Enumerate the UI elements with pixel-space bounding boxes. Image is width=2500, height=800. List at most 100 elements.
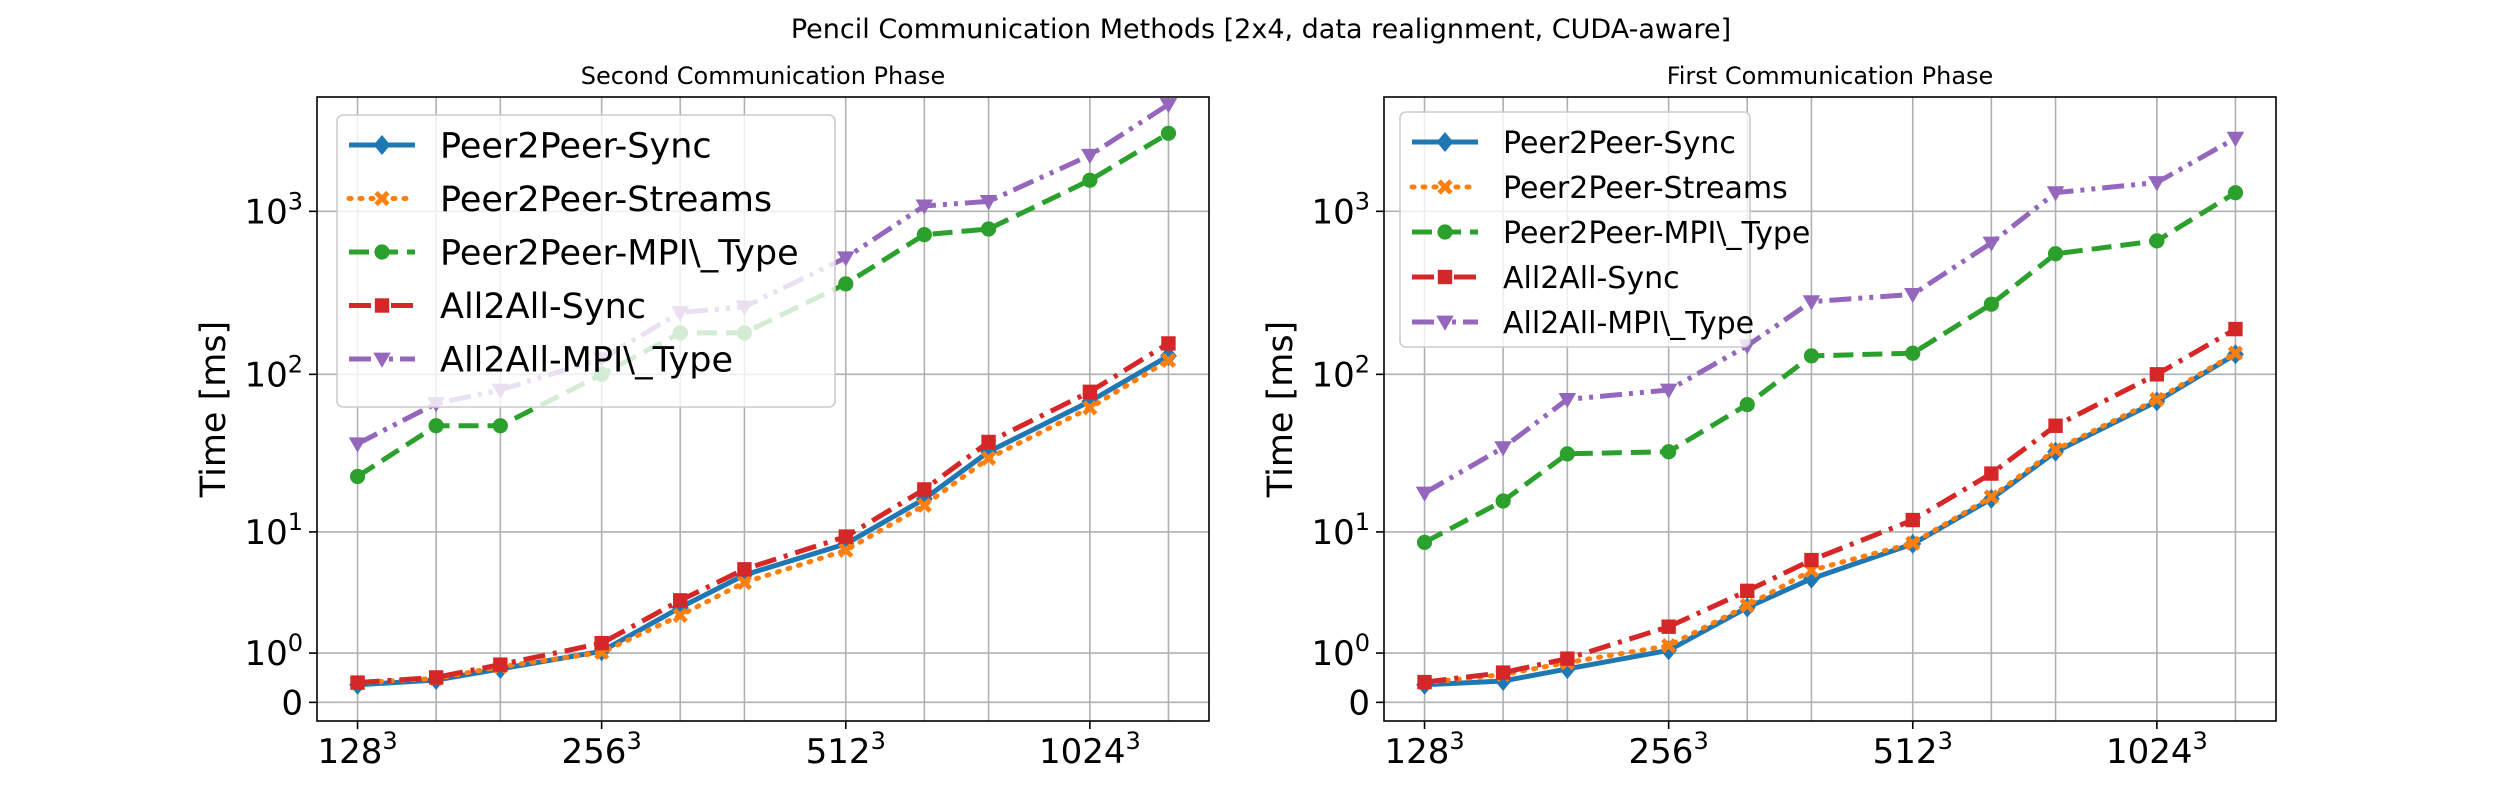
plot-area-frame [1383, 96, 2277, 722]
x-tick-label: 1283 [317, 727, 397, 772]
data-point [2048, 442, 2064, 458]
data-point [1905, 535, 1921, 551]
data-point [1082, 400, 1098, 416]
data-point [980, 221, 997, 237]
data-point [1082, 384, 1098, 400]
data-point [737, 562, 752, 577]
x-tick-label: 5123 [1873, 727, 1953, 772]
legend-label: Peer2Peer-MPI\_Type [1503, 216, 1810, 251]
y-tick-label: 0 [1348, 683, 1370, 723]
y-tick-label: 100 [1311, 629, 1370, 674]
x-tick-label: 1283 [1384, 727, 1464, 772]
legend-item-all2all-mpi-type: All2All-MPI\_Type [1412, 306, 1754, 341]
data-point [1161, 336, 1176, 351]
y-tick-label: 0 [281, 683, 303, 723]
data-point [917, 482, 932, 497]
data-point [1661, 444, 1677, 460]
data-point [1905, 345, 1921, 361]
data-point [2149, 367, 2165, 382]
data-point [1659, 383, 1678, 399]
data-point [2149, 233, 2165, 249]
chart-title: First Communication Phase [1667, 62, 1994, 90]
data-point [1983, 296, 1999, 312]
data-point [2228, 321, 2243, 337]
data-point [1739, 598, 1755, 614]
plot-area-frame [316, 96, 1210, 722]
series-all2all-sync [350, 336, 1176, 690]
data-point [1803, 348, 1820, 364]
y-tick-label: 100 [244, 629, 303, 674]
legend-marker [374, 190, 390, 207]
data-point [1560, 651, 1575, 666]
data-point [1417, 674, 1432, 690]
data-point [1416, 534, 1433, 550]
data-point [1559, 446, 1575, 462]
legend-item-all2all-sync: All2All-Sync [1412, 261, 1680, 296]
legend-marker [373, 352, 391, 368]
data-point [981, 450, 997, 466]
data-point [838, 276, 854, 292]
x-tick-label: 2563 [1629, 727, 1709, 772]
data-point [594, 635, 609, 651]
legend-label: Peer2Peer-MPI\_Type [440, 234, 799, 274]
data-point [493, 657, 508, 672]
legend-item-all2all-sync: All2All-Sync [349, 287, 646, 327]
legend-item-peer2peer-streams: Peer2Peer-Streams [346, 180, 772, 220]
legend-marker [1437, 224, 1453, 240]
data-point [916, 497, 932, 513]
data-point [2227, 345, 2244, 361]
data-point [1982, 236, 2001, 252]
legend-label: All2All-MPI\_Type [440, 341, 733, 381]
data-point [836, 251, 855, 267]
data-point [1804, 552, 1819, 568]
legend-marker [1436, 132, 1454, 152]
data-point [1983, 489, 1999, 505]
data-point [981, 434, 996, 450]
y-axis-label: Time [ms] [194, 321, 234, 498]
x-tick-label: 5123 [806, 727, 886, 772]
legend-marker [1436, 315, 1454, 331]
y-tick-label: 103 [1311, 187, 1370, 232]
data-point [1739, 396, 1755, 413]
chart-second-communication-phase: 1283 2563 5123 10243 0 100 101 102 103 Time [ms] S… [194, 62, 1210, 772]
legend: Peer2Peer-Sync Peer2Peer-Streams Peer2Peer… [1399, 111, 1810, 348]
y-tick-label: 102 [1311, 350, 1370, 395]
x-tick-label: 10243 [1039, 727, 1141, 772]
data-point [2048, 418, 2063, 433]
x-tick-label: 10243 [2106, 727, 2208, 772]
data-point [1495, 493, 1511, 509]
legend-label: All2All-Sync [1503, 261, 1680, 296]
series-peer2peer-sync [1416, 344, 2244, 695]
legend-frame [336, 114, 836, 408]
legend-marker [1437, 269, 1453, 285]
legend-label: Peer2Peer-Sync [1503, 126, 1736, 161]
data-point [1661, 619, 1676, 634]
legend: Peer2Peer-Sync Peer2Peer-Streams Peer2Peer… [336, 114, 836, 408]
legend-label: All2All-MPI\_Type [1503, 306, 1754, 341]
data-point [1081, 148, 1099, 165]
chart-first-communication-phase: 1283 2563 5123 10243 0 100 101 102 103 Time [ms] F… [1261, 62, 2277, 772]
data-point [2047, 246, 2064, 262]
data-point [1802, 295, 1821, 311]
legend-item-all2all-mpi-type: All2All-MPI\_Type [349, 341, 733, 381]
series-all2all-mpi-type [1415, 131, 2245, 502]
series-all2all-sync [1417, 321, 2243, 690]
data-point [1558, 392, 1577, 409]
series-line [1424, 326, 2237, 685]
legend-marker [374, 244, 390, 260]
data-point [838, 542, 854, 558]
data-point [1905, 512, 1920, 528]
data-point [348, 437, 367, 453]
legend-label: Peer2Peer-Sync [440, 127, 712, 167]
data-point [1984, 466, 1999, 481]
figure-title: Pencil Communication Methods [2x4, data … [791, 14, 1731, 45]
data-point [1415, 486, 1434, 502]
data-point [428, 418, 444, 434]
y-tick-label: 102 [244, 350, 303, 395]
legend-label: All2All-Sync [440, 287, 646, 327]
data-point [1661, 638, 1677, 654]
data-point [349, 468, 366, 485]
data-point [1903, 288, 1922, 304]
data-point [915, 199, 934, 215]
series-line [355, 357, 1171, 686]
